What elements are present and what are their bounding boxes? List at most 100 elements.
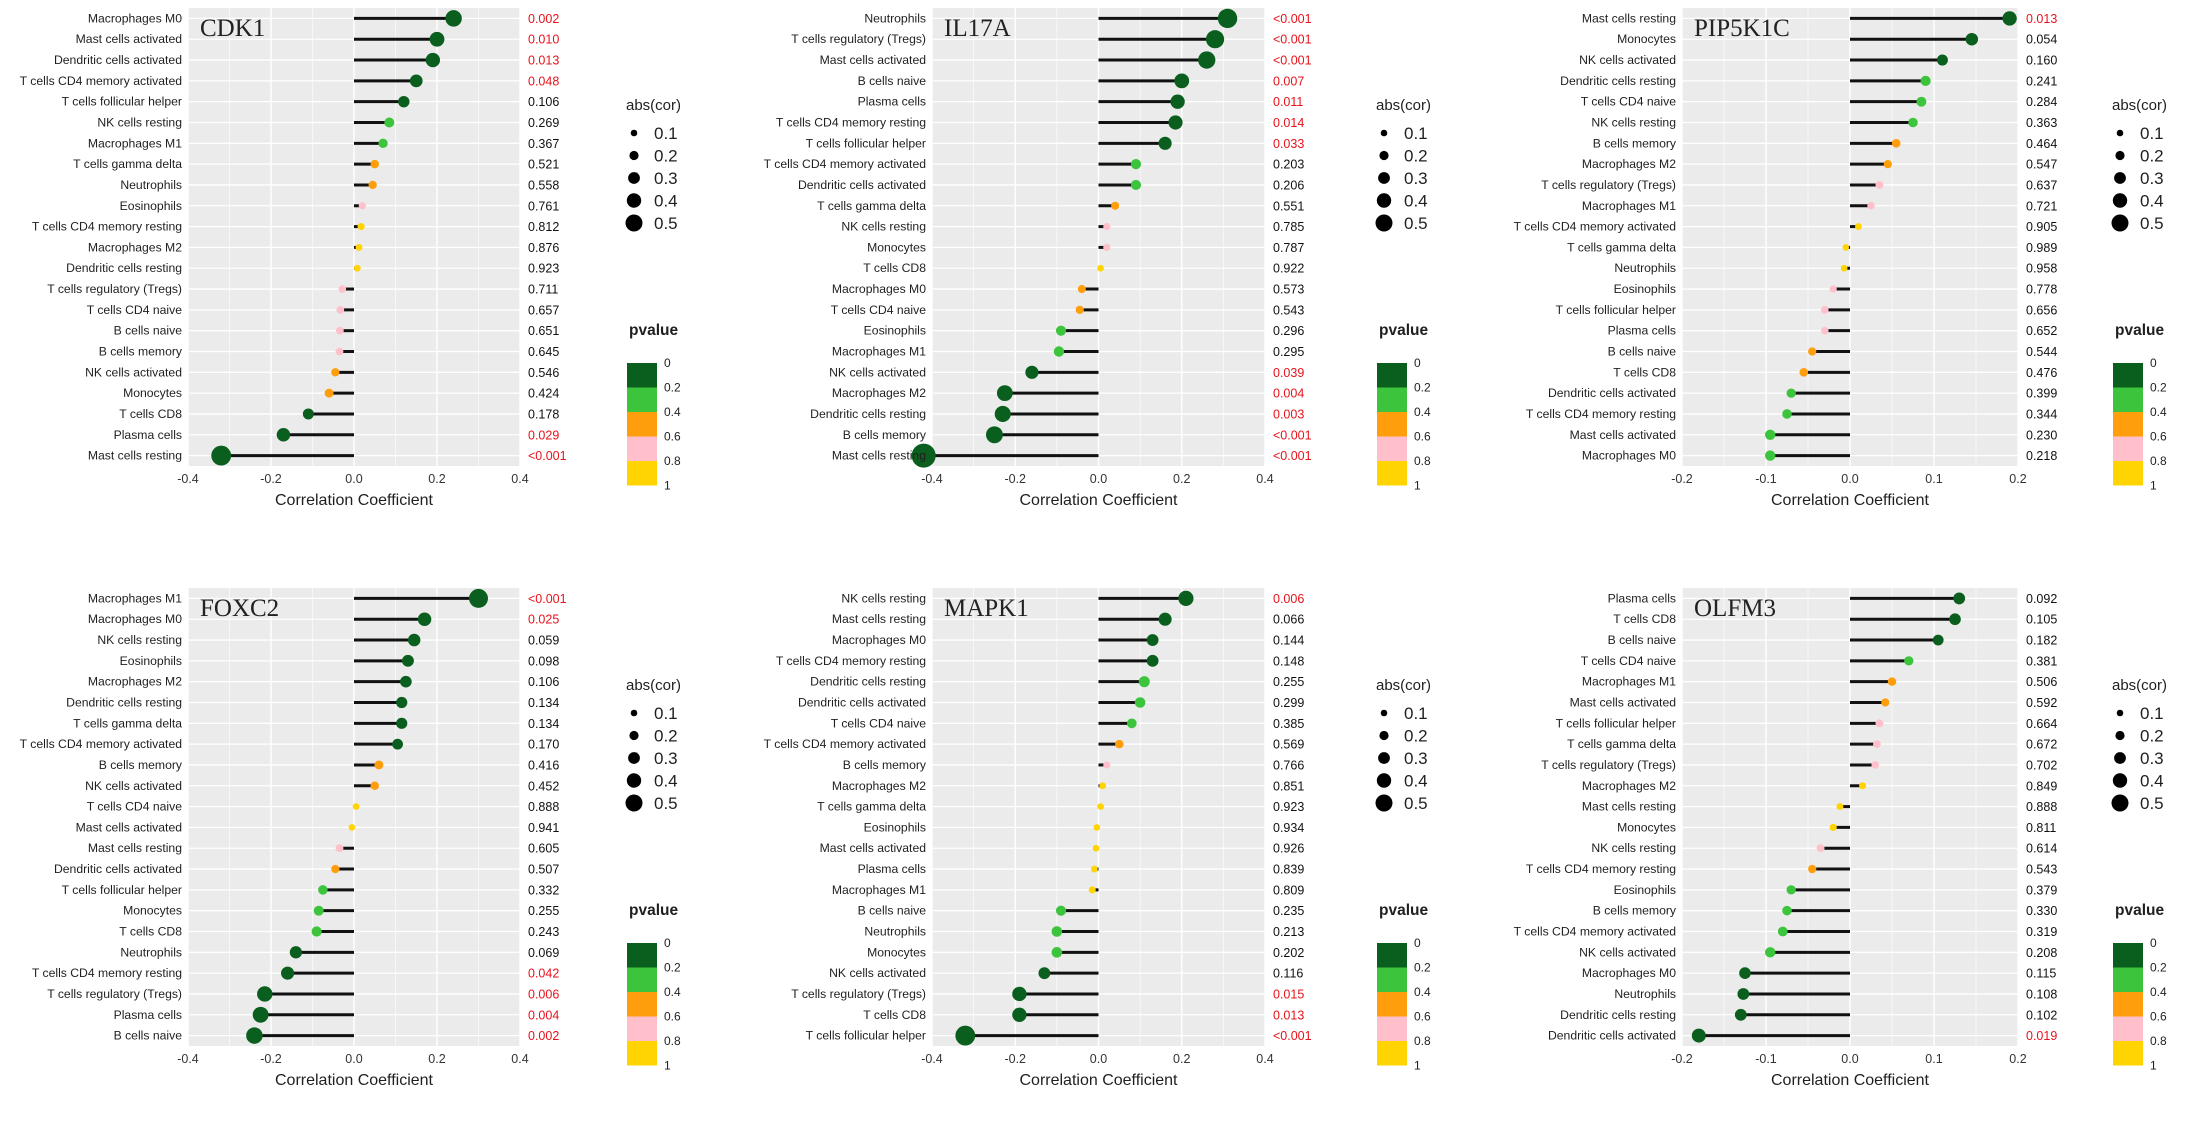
color-legend-segment bbox=[2113, 992, 2143, 1017]
category-label: Monocytes bbox=[867, 945, 926, 959]
lollipop-point bbox=[374, 760, 384, 770]
lollipop-point bbox=[313, 905, 324, 916]
lollipop-point bbox=[398, 95, 410, 108]
size-legend-dot bbox=[2111, 794, 2129, 812]
lollipop-point bbox=[1873, 740, 1881, 749]
pvalue-label: 0.507 bbox=[528, 863, 559, 877]
pvalue-label: 0.778 bbox=[2026, 283, 2057, 297]
category-label: T cells CD4 memory resting bbox=[32, 220, 182, 234]
size-legend-label: 0.5 bbox=[1404, 794, 1428, 813]
lollipop-point bbox=[911, 443, 936, 468]
lollipop-point bbox=[1965, 32, 1979, 46]
pvalue-label: 0.905 bbox=[2026, 220, 2057, 234]
color-legend-segment bbox=[2113, 436, 2143, 461]
lollipop-point bbox=[1178, 590, 1194, 607]
pvalue-label: 0.006 bbox=[1273, 592, 1304, 606]
x-tick-label: 0.0 bbox=[1090, 472, 1107, 486]
pvalue-label: <0.001 bbox=[1273, 12, 1312, 26]
color-legend-segment bbox=[627, 412, 657, 437]
pvalue-label: 0.182 bbox=[2026, 634, 2057, 648]
lollipop-point bbox=[407, 633, 421, 647]
category-label: T cells CD4 memory resting bbox=[32, 966, 182, 980]
color-legend-segment bbox=[627, 1041, 657, 1066]
size-legend-dot bbox=[1379, 730, 1389, 741]
category-label: T cells gamma delta bbox=[817, 199, 926, 213]
category-label: Mast cells resting bbox=[832, 449, 926, 463]
category-label: B cells naive bbox=[1608, 345, 1677, 359]
lollipop-point bbox=[1786, 388, 1796, 398]
lollipop-point bbox=[1875, 719, 1884, 728]
category-label: NK cells resting bbox=[97, 633, 182, 647]
gene-title: IL17A bbox=[944, 15, 1011, 42]
pvalue-label: 0.255 bbox=[528, 904, 559, 918]
category-label: T cells CD4 naive bbox=[87, 303, 183, 317]
color-legend-title: pvalue bbox=[1379, 322, 1428, 339]
pvalue-label: 0.160 bbox=[2026, 54, 2057, 68]
size-legend-dot bbox=[1376, 193, 1392, 208]
color-legend-label: 1 bbox=[1414, 479, 1421, 493]
category-label: Dendritic cells resting bbox=[810, 407, 926, 421]
size-legend-dot bbox=[1375, 214, 1393, 232]
category-label: Mast cells activated bbox=[76, 32, 182, 46]
size-legend-dot bbox=[626, 773, 642, 788]
category-label: Dendritic cells activated bbox=[54, 862, 182, 876]
color-legend-segment bbox=[1377, 387, 1407, 412]
category-label: T cells gamma delta bbox=[73, 716, 182, 730]
lollipop-point bbox=[469, 588, 488, 608]
size-legend-dot bbox=[2112, 773, 2128, 788]
category-label: T cells CD4 memory resting bbox=[1526, 407, 1676, 421]
lollipop-point bbox=[331, 864, 340, 874]
lollipop-point bbox=[1134, 697, 1146, 708]
category-label: Macrophages M2 bbox=[1582, 157, 1676, 171]
size-legend-dot bbox=[626, 193, 642, 208]
category-label: T cells CD4 memory activated bbox=[1514, 925, 1676, 939]
category-label: Dendritic cells resting bbox=[66, 696, 182, 710]
pvalue-label: 0.958 bbox=[2026, 262, 2057, 276]
category-label: Mast cells activated bbox=[820, 53, 926, 67]
x-tick-label: 0.2 bbox=[1173, 1052, 1190, 1066]
lollipop-point bbox=[1765, 450, 1776, 461]
category-label: T cells CD8 bbox=[1613, 365, 1676, 379]
category-label: Neutrophils bbox=[864, 11, 926, 25]
pvalue-label: 0.672 bbox=[2026, 738, 2057, 752]
size-legend-dot bbox=[2116, 129, 2124, 137]
pvalue-label: 0.002 bbox=[528, 1029, 559, 1043]
size-legend-label: 0.5 bbox=[654, 214, 678, 233]
category-label: Macrophages M0 bbox=[832, 633, 926, 647]
x-tick-label: 0.4 bbox=[511, 472, 528, 486]
category-label: Macrophages M1 bbox=[88, 591, 182, 605]
pvalue-label: 0.839 bbox=[1273, 863, 1304, 877]
lollipop-point bbox=[1126, 718, 1137, 729]
category-label: Mast cells activated bbox=[820, 841, 926, 855]
lollipop-point bbox=[1816, 844, 1825, 853]
pvalue-label: 0.178 bbox=[528, 407, 559, 421]
category-label: NK cells activated bbox=[85, 779, 182, 793]
lollipop-point bbox=[1808, 347, 1817, 356]
lollipop-point bbox=[1138, 676, 1150, 688]
lollipop-point bbox=[1820, 306, 1829, 314]
x-axis-title: Correlation Coefficient bbox=[1019, 492, 1178, 509]
lollipop-point bbox=[1737, 988, 1750, 1000]
pvalue-label: 0.203 bbox=[1273, 158, 1304, 172]
pvalue-label: 0.241 bbox=[2026, 74, 2057, 88]
pvalue-label: 0.506 bbox=[2026, 675, 2057, 689]
pvalue-label: 0.092 bbox=[2026, 592, 2057, 606]
category-label: B cells memory bbox=[99, 758, 183, 772]
lollipop-point bbox=[370, 159, 379, 169]
category-label: T cells regulatory (Tregs) bbox=[1541, 178, 1676, 192]
x-tick-label: -0.2 bbox=[260, 472, 282, 486]
pvalue-label: 0.543 bbox=[1273, 303, 1304, 317]
pvalue-label: 0.230 bbox=[2026, 428, 2057, 442]
size-legend-dot bbox=[2114, 752, 2126, 764]
pvalue-label: 0.543 bbox=[2026, 863, 2057, 877]
size-legend-label: 0.1 bbox=[654, 704, 678, 723]
pvalue-label: 0.464 bbox=[2026, 137, 2057, 151]
lollipop-point bbox=[1739, 967, 1751, 979]
pvalue-label: 0.269 bbox=[528, 116, 559, 130]
color-legend-label: 0.4 bbox=[2150, 405, 2167, 419]
size-legend-label: 0.3 bbox=[2140, 169, 2164, 188]
size-legend-label: 0.2 bbox=[654, 727, 678, 746]
size-legend-title: abs(cor) bbox=[626, 677, 681, 694]
color-legend-segment bbox=[627, 436, 657, 461]
